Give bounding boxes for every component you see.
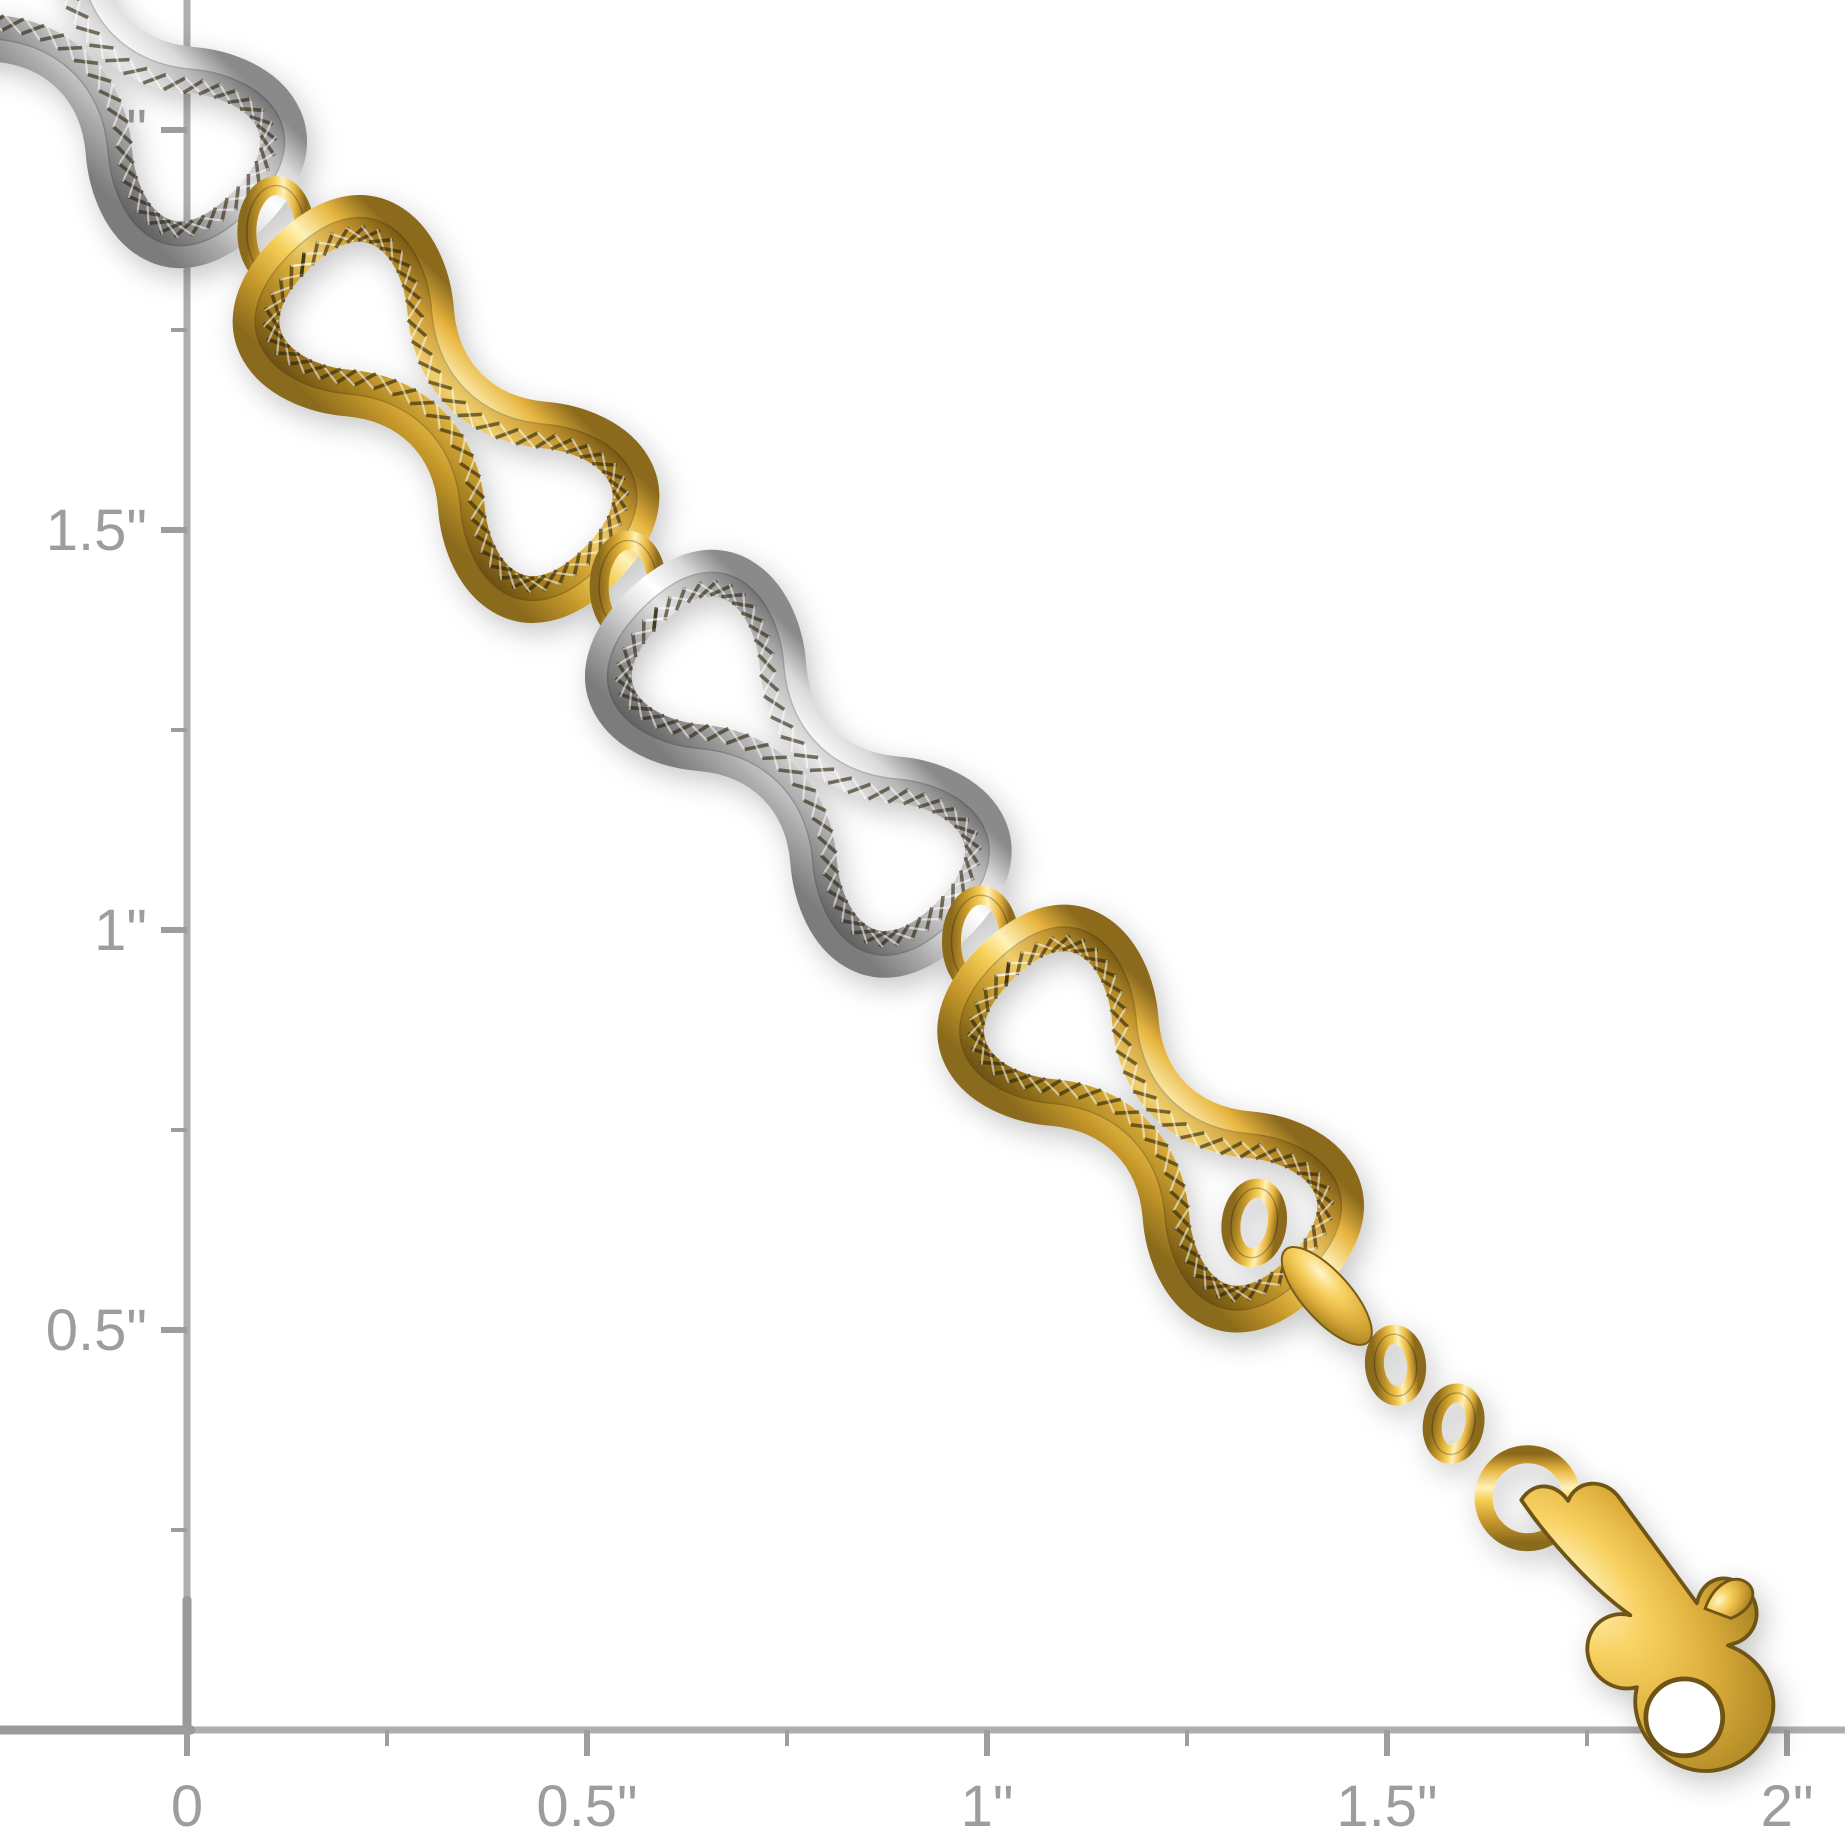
svg-text:1": 1"	[961, 1774, 1014, 1839]
svg-text:0: 0	[171, 1774, 203, 1839]
svg-text:2": 2"	[1761, 1774, 1814, 1839]
svg-text:0.5": 0.5"	[46, 1298, 147, 1363]
svg-text:0.5": 0.5"	[536, 1774, 637, 1839]
svg-text:1.5": 1.5"	[1336, 1774, 1437, 1839]
svg-text:1.5": 1.5"	[46, 498, 147, 563]
svg-text:1": 1"	[94, 898, 147, 963]
